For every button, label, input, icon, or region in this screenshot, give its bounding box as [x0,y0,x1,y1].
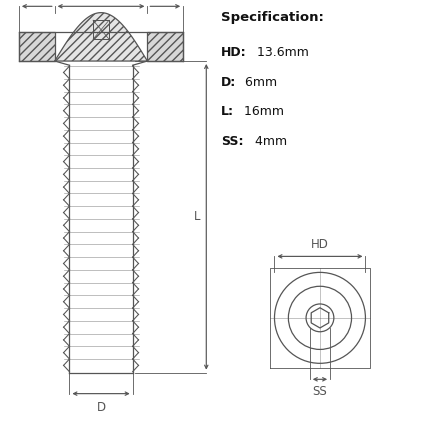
Text: Specification:: Specification: [221,11,324,24]
Text: L: L [194,210,200,223]
Text: 16mm: 16mm [240,105,284,118]
Text: 6mm: 6mm [241,76,277,89]
Text: 4mm: 4mm [251,135,288,148]
Text: HD: HD [311,238,329,251]
Polygon shape [147,32,183,61]
Text: SS:: SS: [221,135,243,148]
Polygon shape [55,13,147,61]
Text: L:: L: [221,105,234,118]
Text: SS: SS [93,0,109,1]
Text: SS: SS [312,385,328,398]
Text: 13.6mm: 13.6mm [253,46,309,59]
Text: D:: D: [221,76,236,89]
Text: D: D [96,401,106,414]
Polygon shape [19,32,55,61]
Text: HD: HD [187,0,205,1]
Text: HD:: HD: [221,46,247,59]
